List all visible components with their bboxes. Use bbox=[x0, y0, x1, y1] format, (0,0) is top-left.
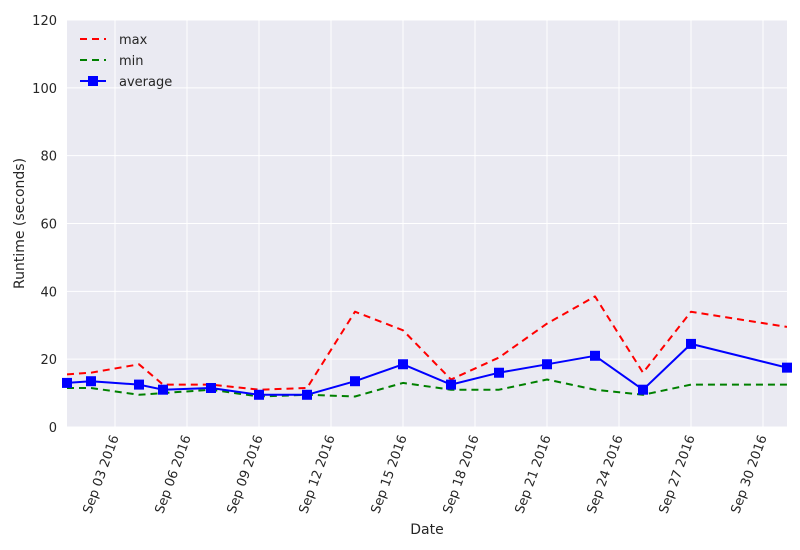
data-point-average bbox=[206, 382, 216, 393]
data-point-average bbox=[686, 338, 696, 349]
data-point-average bbox=[782, 362, 792, 373]
y-tick-label: 80 bbox=[40, 150, 57, 165]
x-tick-label: Sep 09 2016 bbox=[224, 433, 266, 516]
data-point-average bbox=[302, 389, 312, 400]
series-layer bbox=[67, 295, 787, 398]
legend-label-average: average bbox=[119, 75, 172, 90]
x-tick-label: Sep 24 2016 bbox=[584, 433, 626, 516]
data-point-average bbox=[398, 359, 408, 370]
legend-marker-average bbox=[88, 76, 98, 86]
x-tick-label: Sep 30 2016 bbox=[728, 433, 770, 516]
data-point-average bbox=[350, 376, 360, 387]
y-tick-label: 60 bbox=[40, 218, 57, 233]
series-line-max bbox=[67, 295, 787, 391]
marker-layer bbox=[62, 338, 792, 400]
y-axis-label: Runtime (seconds) bbox=[12, 158, 28, 289]
legend-label-min: min bbox=[119, 54, 144, 69]
data-point-average bbox=[638, 384, 648, 395]
x-axis-label: Date bbox=[410, 522, 443, 538]
x-axis-ticks: Sep 03 2016 Sep 06 2016 Sep 09 2016 Sep 12 … bbox=[80, 433, 770, 516]
data-point-average bbox=[254, 389, 264, 400]
x-tick-label: Sep 06 2016 bbox=[152, 433, 194, 516]
legend: max min average bbox=[80, 33, 172, 90]
x-tick-label: Sep 27 2016 bbox=[656, 433, 698, 516]
data-point-average bbox=[590, 350, 600, 361]
y-tick-label: 100 bbox=[32, 82, 57, 97]
data-point-average bbox=[542, 359, 552, 370]
x-tick-label: Sep 03 2016 bbox=[80, 433, 122, 516]
grid-lines bbox=[67, 19, 787, 428]
series-line-min bbox=[67, 378, 787, 398]
x-tick-label: Sep 15 2016 bbox=[368, 433, 410, 516]
data-point-average bbox=[158, 384, 168, 395]
data-point-average bbox=[62, 377, 72, 388]
data-point-average bbox=[494, 367, 504, 378]
y-tick-label: 0 bbox=[49, 421, 57, 436]
series-line-average bbox=[67, 342, 787, 396]
data-point-average bbox=[446, 379, 456, 390]
data-point-average bbox=[134, 379, 144, 390]
legend-label-max: max bbox=[119, 33, 148, 48]
y-tick-label: 120 bbox=[32, 14, 57, 29]
y-axis-ticks: 0 20 40 60 80 100 120 bbox=[32, 14, 57, 436]
x-tick-label: Sep 18 2016 bbox=[440, 433, 482, 516]
x-tick-label: Sep 21 2016 bbox=[512, 433, 554, 516]
y-tick-label: 40 bbox=[40, 285, 57, 300]
y-tick-label: 20 bbox=[40, 353, 57, 368]
data-point-average bbox=[86, 376, 96, 387]
x-tick-label: Sep 12 2016 bbox=[296, 433, 338, 516]
